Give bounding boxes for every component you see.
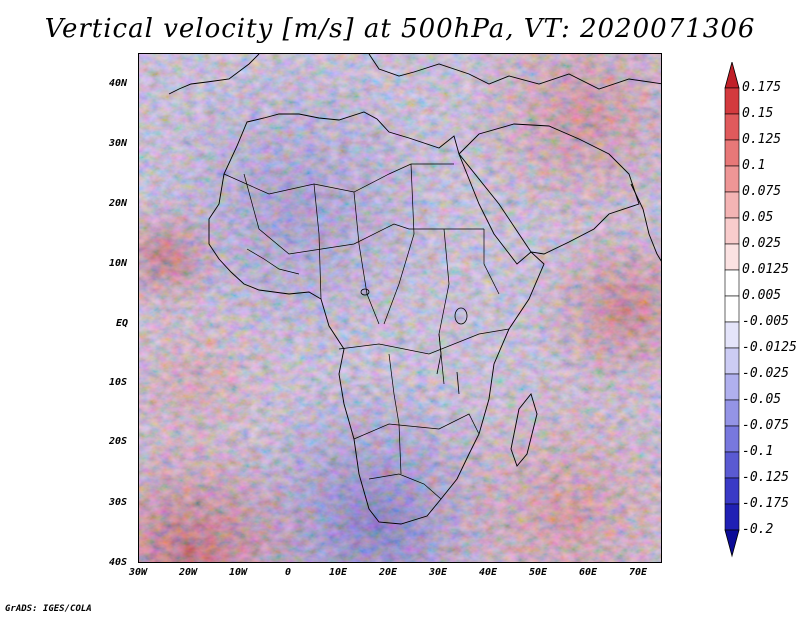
colorbar-segment (724, 451, 740, 479)
lon-label-60e: 60E (578, 567, 598, 578)
lon-label-30w: 30W (128, 567, 148, 578)
colorbar-segment (724, 217, 740, 245)
border-congo-zambia (388, 353, 402, 475)
lat-label-30s: 30S (109, 497, 128, 508)
lake-victoria (454, 307, 468, 325)
colorbar-tick-label: -0.005 (742, 314, 789, 329)
lake-malawi (456, 371, 460, 395)
lat-label-20n: 20N (109, 198, 128, 209)
coastlines (168, 54, 661, 525)
iberia-coastline (168, 54, 260, 95)
colorbar-tick-label: -0.0125 (742, 340, 797, 355)
field-texture (139, 54, 661, 562)
border-east (438, 228, 450, 385)
colorbar-bottom-arrow (724, 529, 740, 558)
colorbar-tick-label: 0.075 (742, 184, 782, 199)
colorbar-tick-label: 0.05 (742, 210, 774, 225)
lon-label-10w: 10W (228, 567, 248, 578)
border-west-africa (246, 248, 300, 275)
colorbar-segment (724, 243, 740, 271)
colorbar-segment (724, 321, 740, 349)
border-horn (483, 229, 500, 295)
colorbar-segment (724, 399, 740, 427)
africa-coastline (208, 111, 545, 525)
lat-label-30n: 30N (109, 138, 128, 149)
colorbar-tick-label: 0.15 (742, 106, 774, 121)
arabia-coastline (458, 123, 640, 255)
colorbar-segment (724, 373, 740, 401)
colorbar-segment (724, 477, 740, 505)
colorbar-tick-label: 0.175 (742, 80, 782, 95)
lakes (360, 288, 468, 395)
colorbar-segment (724, 503, 740, 531)
colorbar-segment (724, 165, 740, 193)
map-plot-area[interactable] (138, 53, 662, 563)
india-coastline (630, 183, 661, 262)
europe-asia-coastline (368, 54, 661, 90)
lat-label-40n: 40N (109, 78, 128, 89)
colorbar-tick-label: 0.005 (742, 288, 782, 303)
colorbar-tick-label: 0.0125 (742, 262, 789, 277)
border-south-central (353, 413, 480, 440)
lake-tanganyika (436, 333, 442, 375)
colorbar-tick-label: -0.05 (742, 392, 782, 407)
lon-label-20e: 20E (378, 567, 398, 578)
lon-label-30e: 30E (428, 567, 448, 578)
border-niger (313, 183, 322, 300)
map-title: Vertical velocity [m/s] at 500hPa, VT: 2… (44, 14, 756, 44)
country-borders (223, 163, 510, 500)
lat-label-10s: 10S (109, 377, 128, 388)
colorbar-segment (724, 87, 740, 115)
colorbar-segment (724, 347, 740, 375)
border-chad (353, 191, 380, 325)
border-central (338, 328, 510, 355)
vertical-velocity-map (139, 54, 661, 562)
colorbar-tick-label: -0.2 (742, 522, 774, 537)
lat-label-40s: 40S (109, 557, 128, 568)
colorbar (724, 62, 740, 558)
lat-label-20s: 20S (109, 436, 128, 447)
colorbar-tick-label: 0.125 (742, 132, 782, 147)
lon-label-10e: 10E (328, 567, 348, 578)
colorbar-segment (724, 113, 740, 141)
colorbar-top-arrow (724, 62, 740, 89)
colorbar-tick-label: -0.025 (742, 366, 789, 381)
colorbar-tick-label: -0.075 (742, 418, 789, 433)
colorbar-segment (724, 425, 740, 453)
border-sahel (243, 173, 484, 255)
colorbar-tick-label: -0.125 (742, 470, 789, 485)
colorbar-tick-label: 0.1 (742, 158, 766, 173)
colorbar-segment (724, 139, 740, 167)
lon-label-20w: 20W (178, 567, 198, 578)
lake-chad (360, 288, 370, 296)
grads-credit: GrADS: IGES/COLA (5, 604, 92, 614)
lon-label-50e: 50E (528, 567, 548, 578)
lon-label-40e: 40E (478, 567, 498, 578)
lon-label-0: 0 (284, 567, 292, 578)
colorbar-segment (724, 191, 740, 219)
colorbar-tick-label: 0.025 (742, 236, 782, 251)
lon-label-70e: 70E (628, 567, 648, 578)
border-southern (368, 473, 442, 500)
madagascar-coastline (510, 393, 538, 467)
border-sudan (383, 163, 415, 325)
lat-label-eq: EQ (116, 318, 129, 329)
colorbar-tick-label: -0.1 (742, 444, 774, 459)
colorbar-segment (724, 295, 740, 323)
colorbar-segment (724, 269, 740, 297)
colorbar-tick-label: -0.175 (742, 496, 789, 511)
lat-label-10n: 10N (109, 258, 128, 269)
